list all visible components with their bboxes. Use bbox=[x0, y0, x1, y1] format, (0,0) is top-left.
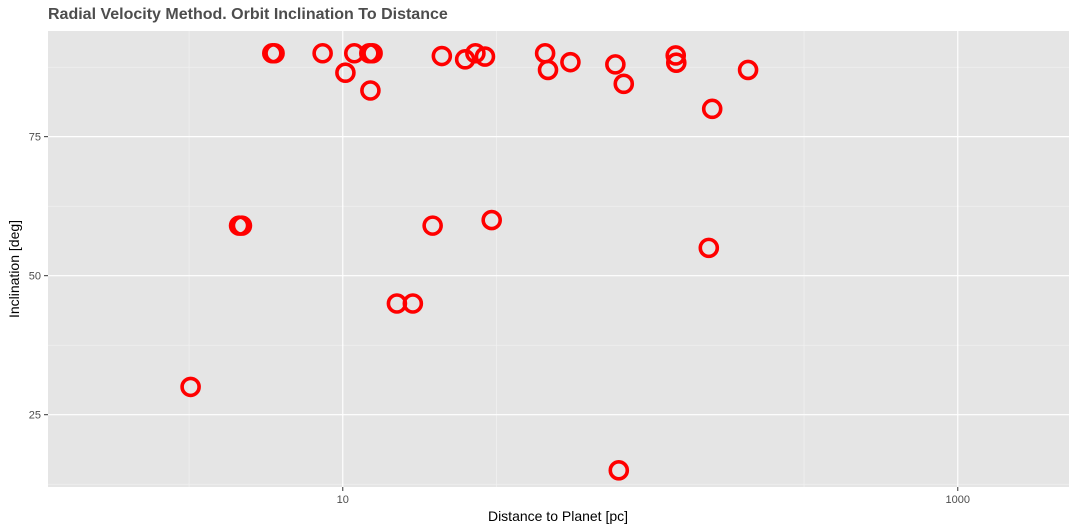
data-point bbox=[231, 215, 253, 236]
data-point bbox=[698, 237, 720, 259]
data-point bbox=[454, 49, 476, 70]
plot-panel bbox=[48, 31, 1069, 487]
data-point bbox=[665, 52, 687, 73]
y-tick-label: 50 bbox=[29, 271, 41, 283]
data-point bbox=[608, 460, 630, 481]
data-point bbox=[312, 42, 333, 64]
data-point bbox=[613, 73, 635, 95]
y-tick-label: 75 bbox=[29, 132, 41, 144]
data-point bbox=[737, 59, 759, 81]
y-axis-title: Inclination [deg] bbox=[6, 220, 22, 318]
data-point bbox=[180, 376, 201, 398]
data-point bbox=[264, 42, 285, 64]
data-point bbox=[665, 45, 687, 66]
data-point bbox=[402, 293, 424, 314]
data-point bbox=[605, 54, 626, 75]
axis-ticks: 10 1000 25 50 75 bbox=[29, 132, 970, 506]
x-tick-label: 10 bbox=[337, 494, 349, 506]
grid-lines bbox=[48, 31, 1069, 487]
data-point bbox=[560, 51, 581, 73]
data-point bbox=[360, 80, 381, 101]
data-point bbox=[537, 59, 559, 81]
data-point bbox=[431, 45, 453, 67]
data-point bbox=[465, 42, 486, 64]
data-points bbox=[180, 42, 759, 481]
x-axis-title: Distance to Planet [pc] bbox=[488, 508, 628, 524]
x-tick-label: 1000 bbox=[946, 494, 970, 506]
data-point bbox=[362, 42, 383, 64]
y-tick-label: 25 bbox=[29, 410, 41, 422]
data-point bbox=[481, 209, 502, 231]
data-point bbox=[701, 98, 723, 120]
chart-title: Radial Velocity Method. Orbit Inclinatio… bbox=[48, 6, 448, 23]
data-point bbox=[474, 46, 496, 67]
data-point bbox=[422, 215, 443, 236]
data-point bbox=[335, 62, 356, 84]
